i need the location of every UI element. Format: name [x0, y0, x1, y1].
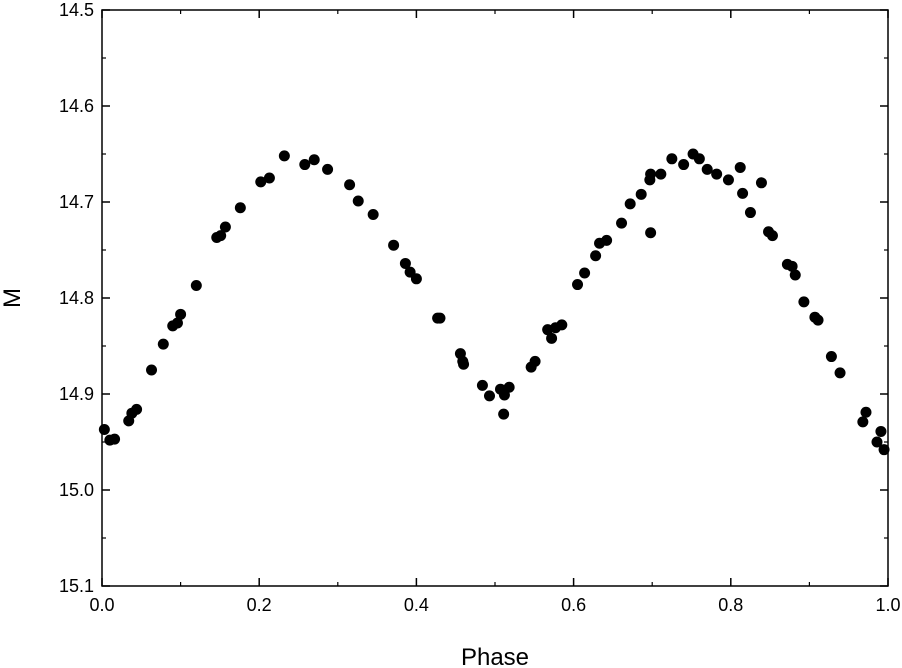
data-point: [546, 332, 558, 344]
data-point: [579, 267, 591, 279]
data-point: [278, 150, 290, 162]
data-point: [645, 168, 657, 180]
data-point: [98, 424, 110, 436]
data-point: [655, 168, 667, 180]
data-point: [322, 163, 334, 175]
data-point: [529, 355, 541, 367]
data-point: [789, 269, 801, 281]
x-tick-label: 0.4: [404, 595, 429, 615]
data-point: [367, 208, 379, 220]
data-point: [483, 390, 495, 402]
data-point: [812, 314, 824, 326]
data-point: [388, 239, 400, 251]
x-axis-ticks: 0.0 0.2 0.4 0.6 0.8 1.0: [89, 10, 901, 615]
y-tick-label: 14.5: [59, 0, 94, 20]
data-point: [399, 257, 411, 269]
data-points: [98, 148, 890, 456]
data-point: [666, 153, 678, 165]
data-point: [476, 379, 488, 391]
x-tick-label: 0.8: [718, 595, 743, 615]
data-point: [503, 381, 515, 393]
data-point: [215, 230, 227, 242]
data-point: [556, 319, 568, 331]
data-point: [734, 161, 746, 173]
data-point: [857, 416, 869, 428]
data-point: [678, 159, 690, 171]
data-point: [798, 296, 810, 308]
data-point: [766, 230, 778, 242]
data-point: [299, 159, 311, 171]
data-point: [722, 174, 734, 186]
data-point: [263, 172, 275, 184]
data-point: [131, 403, 143, 415]
plot-frame: [101, 9, 889, 587]
data-point: [875, 425, 887, 437]
data-point: [146, 364, 158, 376]
data-point: [871, 436, 883, 448]
x-tick-label: 0.0: [89, 595, 114, 615]
y-tick-label: 14.9: [59, 384, 94, 404]
data-point: [234, 202, 246, 214]
data-point: [410, 273, 422, 285]
data-point: [616, 217, 628, 229]
data-point: [190, 280, 202, 292]
data-point: [171, 317, 183, 329]
y-tick-label: 15.1: [59, 576, 94, 596]
data-point: [834, 367, 846, 379]
data-point: [157, 338, 169, 350]
y-axis-ticks: 14.5 14.6 14.7 14.8 14.9 15.0 15.1: [59, 0, 888, 596]
data-point: [601, 234, 613, 246]
data-point: [825, 351, 837, 363]
data-point: [308, 154, 320, 166]
x-tick-label: 0.2: [247, 595, 272, 615]
x-tick-label: 0.6: [561, 595, 586, 615]
data-point: [572, 279, 584, 291]
y-tick-label: 15.0: [59, 480, 94, 500]
data-point: [635, 188, 647, 200]
data-point: [786, 260, 798, 272]
data-point: [498, 408, 510, 420]
data-point: [434, 312, 446, 324]
x-axis-title: Phase: [461, 644, 529, 668]
data-point: [711, 168, 723, 180]
data-point: [219, 221, 231, 233]
data-point: [744, 207, 756, 219]
data-point: [737, 187, 749, 199]
data-point: [701, 163, 713, 175]
y-axis-title: M: [0, 288, 26, 308]
x-tick-label: 1.0: [875, 595, 900, 615]
data-point: [624, 198, 636, 210]
data-point: [255, 176, 267, 188]
data-point: [109, 433, 121, 445]
data-point: [860, 406, 872, 418]
data-point: [344, 179, 356, 191]
y-tick-label: 14.8: [59, 288, 94, 308]
data-point: [590, 250, 602, 262]
y-tick-label: 14.6: [59, 96, 94, 116]
data-point: [458, 358, 470, 370]
data-point: [352, 195, 364, 207]
y-tick-label: 14.7: [59, 192, 94, 212]
data-point: [693, 153, 705, 165]
data-point: [755, 177, 767, 189]
data-point: [175, 308, 187, 320]
data-point: [878, 444, 890, 456]
data-point: [645, 227, 657, 239]
